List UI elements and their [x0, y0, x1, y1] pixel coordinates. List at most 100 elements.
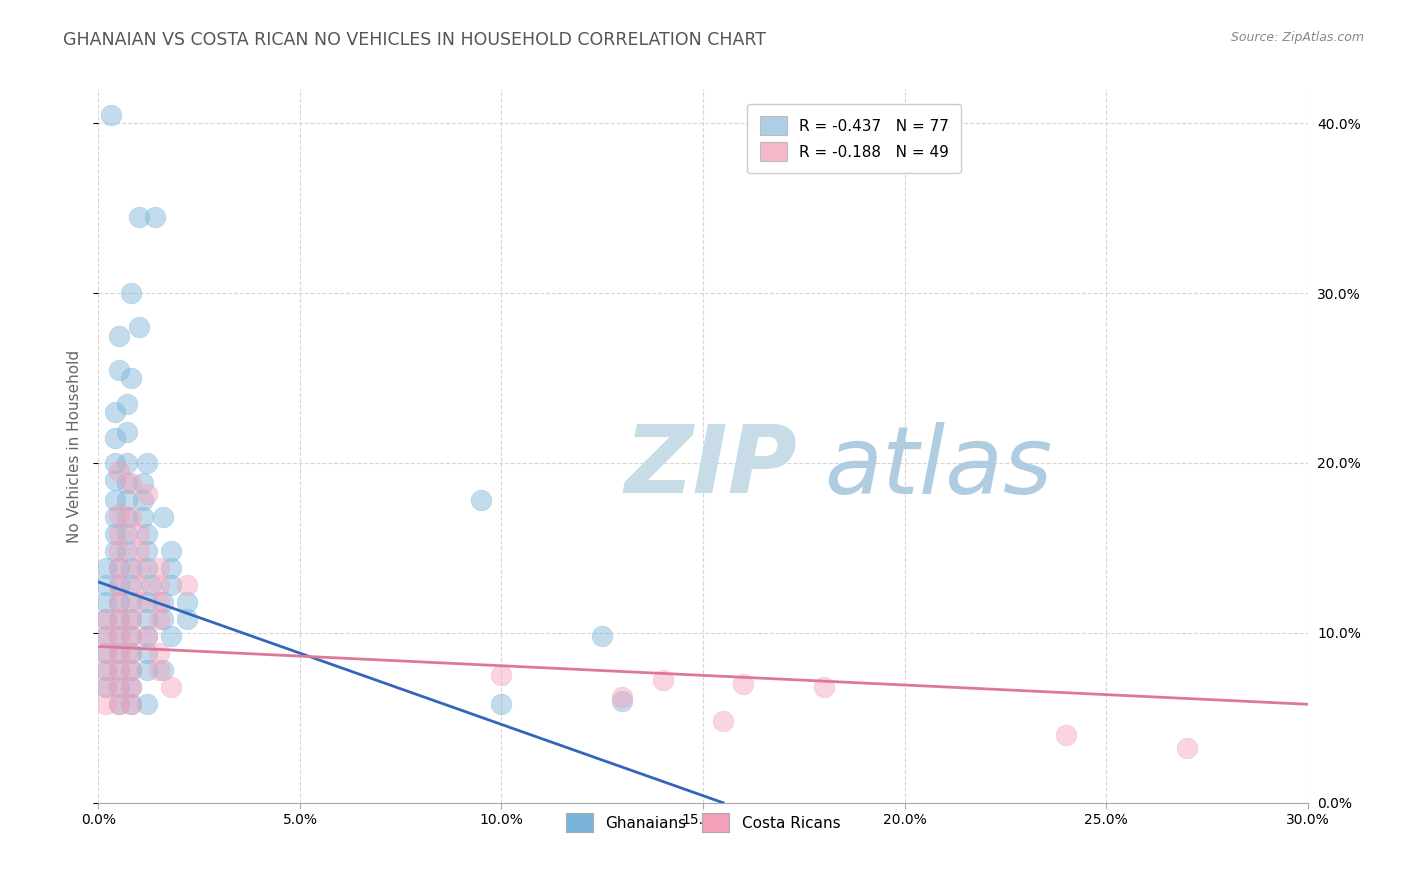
Point [115, 456, 138, 470]
Point [176, 578, 198, 592]
Point [107, 561, 129, 575]
Point [813, 680, 835, 694]
Point [491, 698, 513, 712]
Point [612, 690, 634, 705]
Point [148, 663, 170, 677]
Point [107, 507, 129, 521]
Point [96, 646, 118, 660]
Point [135, 629, 157, 643]
Point [148, 646, 170, 660]
Point [128, 320, 150, 334]
Point [107, 612, 129, 626]
Point [103, 456, 125, 470]
Point [107, 663, 129, 677]
Point [152, 510, 174, 524]
Point [120, 578, 142, 592]
Point [120, 646, 142, 660]
Point [96, 612, 118, 626]
Point [115, 493, 138, 508]
Point [160, 680, 183, 694]
Point [115, 476, 138, 491]
Point [135, 698, 157, 712]
Point [107, 680, 129, 694]
Point [132, 476, 155, 491]
Text: GHANAIAN VS COSTA RICAN NO VEHICLES IN HOUSEHOLD CORRELATION CHART: GHANAIAN VS COSTA RICAN NO VEHICLES IN H… [63, 31, 766, 49]
Point [152, 595, 174, 609]
Point [107, 362, 129, 376]
Point [115, 527, 138, 541]
Point [107, 698, 129, 712]
Point [96, 629, 118, 643]
Point [120, 612, 142, 626]
Y-axis label: No Vehicles in Household: No Vehicles in Household [67, 350, 83, 542]
Point [135, 595, 157, 609]
Point [115, 425, 138, 440]
Point [160, 561, 183, 575]
Point [103, 510, 125, 524]
Point [128, 595, 150, 609]
Point [103, 493, 125, 508]
Point [120, 561, 142, 575]
Point [96, 595, 118, 609]
Point [120, 629, 142, 643]
Point [107, 465, 129, 479]
Point [491, 668, 513, 682]
Point [132, 493, 155, 508]
Point [135, 663, 157, 677]
Point [135, 612, 157, 626]
Point [107, 646, 129, 660]
Point [176, 595, 198, 609]
Point [128, 544, 150, 558]
Point [115, 396, 138, 410]
Point [96, 698, 118, 712]
Point [160, 629, 183, 643]
Point [1175, 741, 1198, 756]
Point [148, 578, 170, 592]
Point [120, 286, 142, 301]
Legend: R = -0.437   N = 77, R = -0.188   N = 49: R = -0.437 N = 77, R = -0.188 N = 49 [748, 104, 962, 173]
Point [148, 612, 170, 626]
Point [107, 629, 129, 643]
Point [96, 629, 118, 643]
Point [160, 578, 183, 592]
Point [120, 646, 142, 660]
Point [135, 646, 157, 660]
Point [115, 510, 138, 524]
Point [107, 527, 129, 541]
Point [103, 405, 125, 419]
Point [128, 527, 150, 541]
Point [135, 544, 157, 558]
Point [135, 486, 157, 500]
Point [107, 612, 129, 626]
Point [100, 108, 122, 122]
Point [152, 663, 174, 677]
Point [120, 629, 142, 643]
Point [107, 680, 129, 694]
Point [96, 646, 118, 660]
Point [103, 544, 125, 558]
Point [107, 646, 129, 660]
Point [120, 612, 142, 626]
Point [148, 595, 170, 609]
Point [115, 544, 138, 558]
Point [107, 561, 129, 575]
Point [96, 578, 118, 592]
Point [135, 527, 157, 541]
Point [176, 612, 198, 626]
Point [135, 629, 157, 643]
Point [591, 629, 613, 643]
Point [148, 561, 170, 575]
Point [135, 456, 157, 470]
Point [128, 561, 150, 575]
Point [612, 694, 634, 708]
Point [107, 328, 129, 343]
Point [1054, 728, 1077, 742]
Point [120, 698, 142, 712]
Point [96, 663, 118, 677]
Point [103, 430, 125, 444]
Point [470, 493, 492, 508]
Point [120, 680, 142, 694]
Point [107, 698, 129, 712]
Point [120, 680, 142, 694]
Point [103, 527, 125, 541]
